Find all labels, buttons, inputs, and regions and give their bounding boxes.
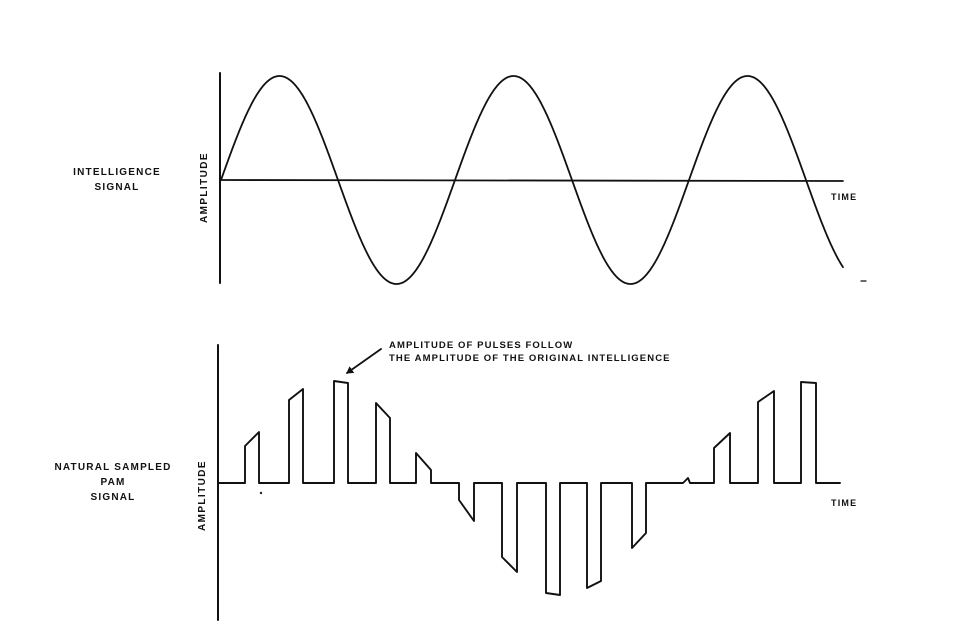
- label-line: PAM: [100, 477, 126, 488]
- label-line: INTELLIGENCE: [73, 167, 161, 178]
- label-line: SIGNAL: [90, 492, 136, 503]
- pulse-annotation: AMPLITUDE OF PULSES FOLLOW THE AMPLITUDE…: [389, 339, 671, 365]
- top-y-axis-label: AMPLITUDE: [199, 152, 210, 223]
- label-line: SIGNAL: [94, 182, 140, 193]
- bottom-x-axis-label: TIME: [831, 498, 858, 508]
- pam-signal-label: NATURAL SAMPLED PAM SIGNAL: [54, 460, 171, 505]
- pam-pulse-train: [217, 380, 841, 596]
- top-x-axis-label: TIME: [831, 192, 858, 202]
- scan-speck: [259, 491, 263, 495]
- label-line: NATURAL SAMPLED: [54, 462, 172, 473]
- intelligence-signal-label: INTELLIGENCE SIGNAL: [73, 165, 161, 195]
- bottom-y-axis-label: AMPLITUDE: [197, 460, 208, 531]
- pam-signal-chart: [217, 344, 841, 621]
- intelligence-sine-wave: [220, 75, 844, 285]
- annotation-line: AMPLITUDE OF PULSES FOLLOW: [389, 340, 574, 351]
- annotation-arrow-icon: [346, 348, 382, 374]
- top-time-axis: [219, 179, 844, 182]
- annotation-line: THE AMPLITUDE OF THE ORIGINAL INTELLIGEN…: [389, 353, 671, 364]
- intelligence-signal-chart: [219, 72, 844, 285]
